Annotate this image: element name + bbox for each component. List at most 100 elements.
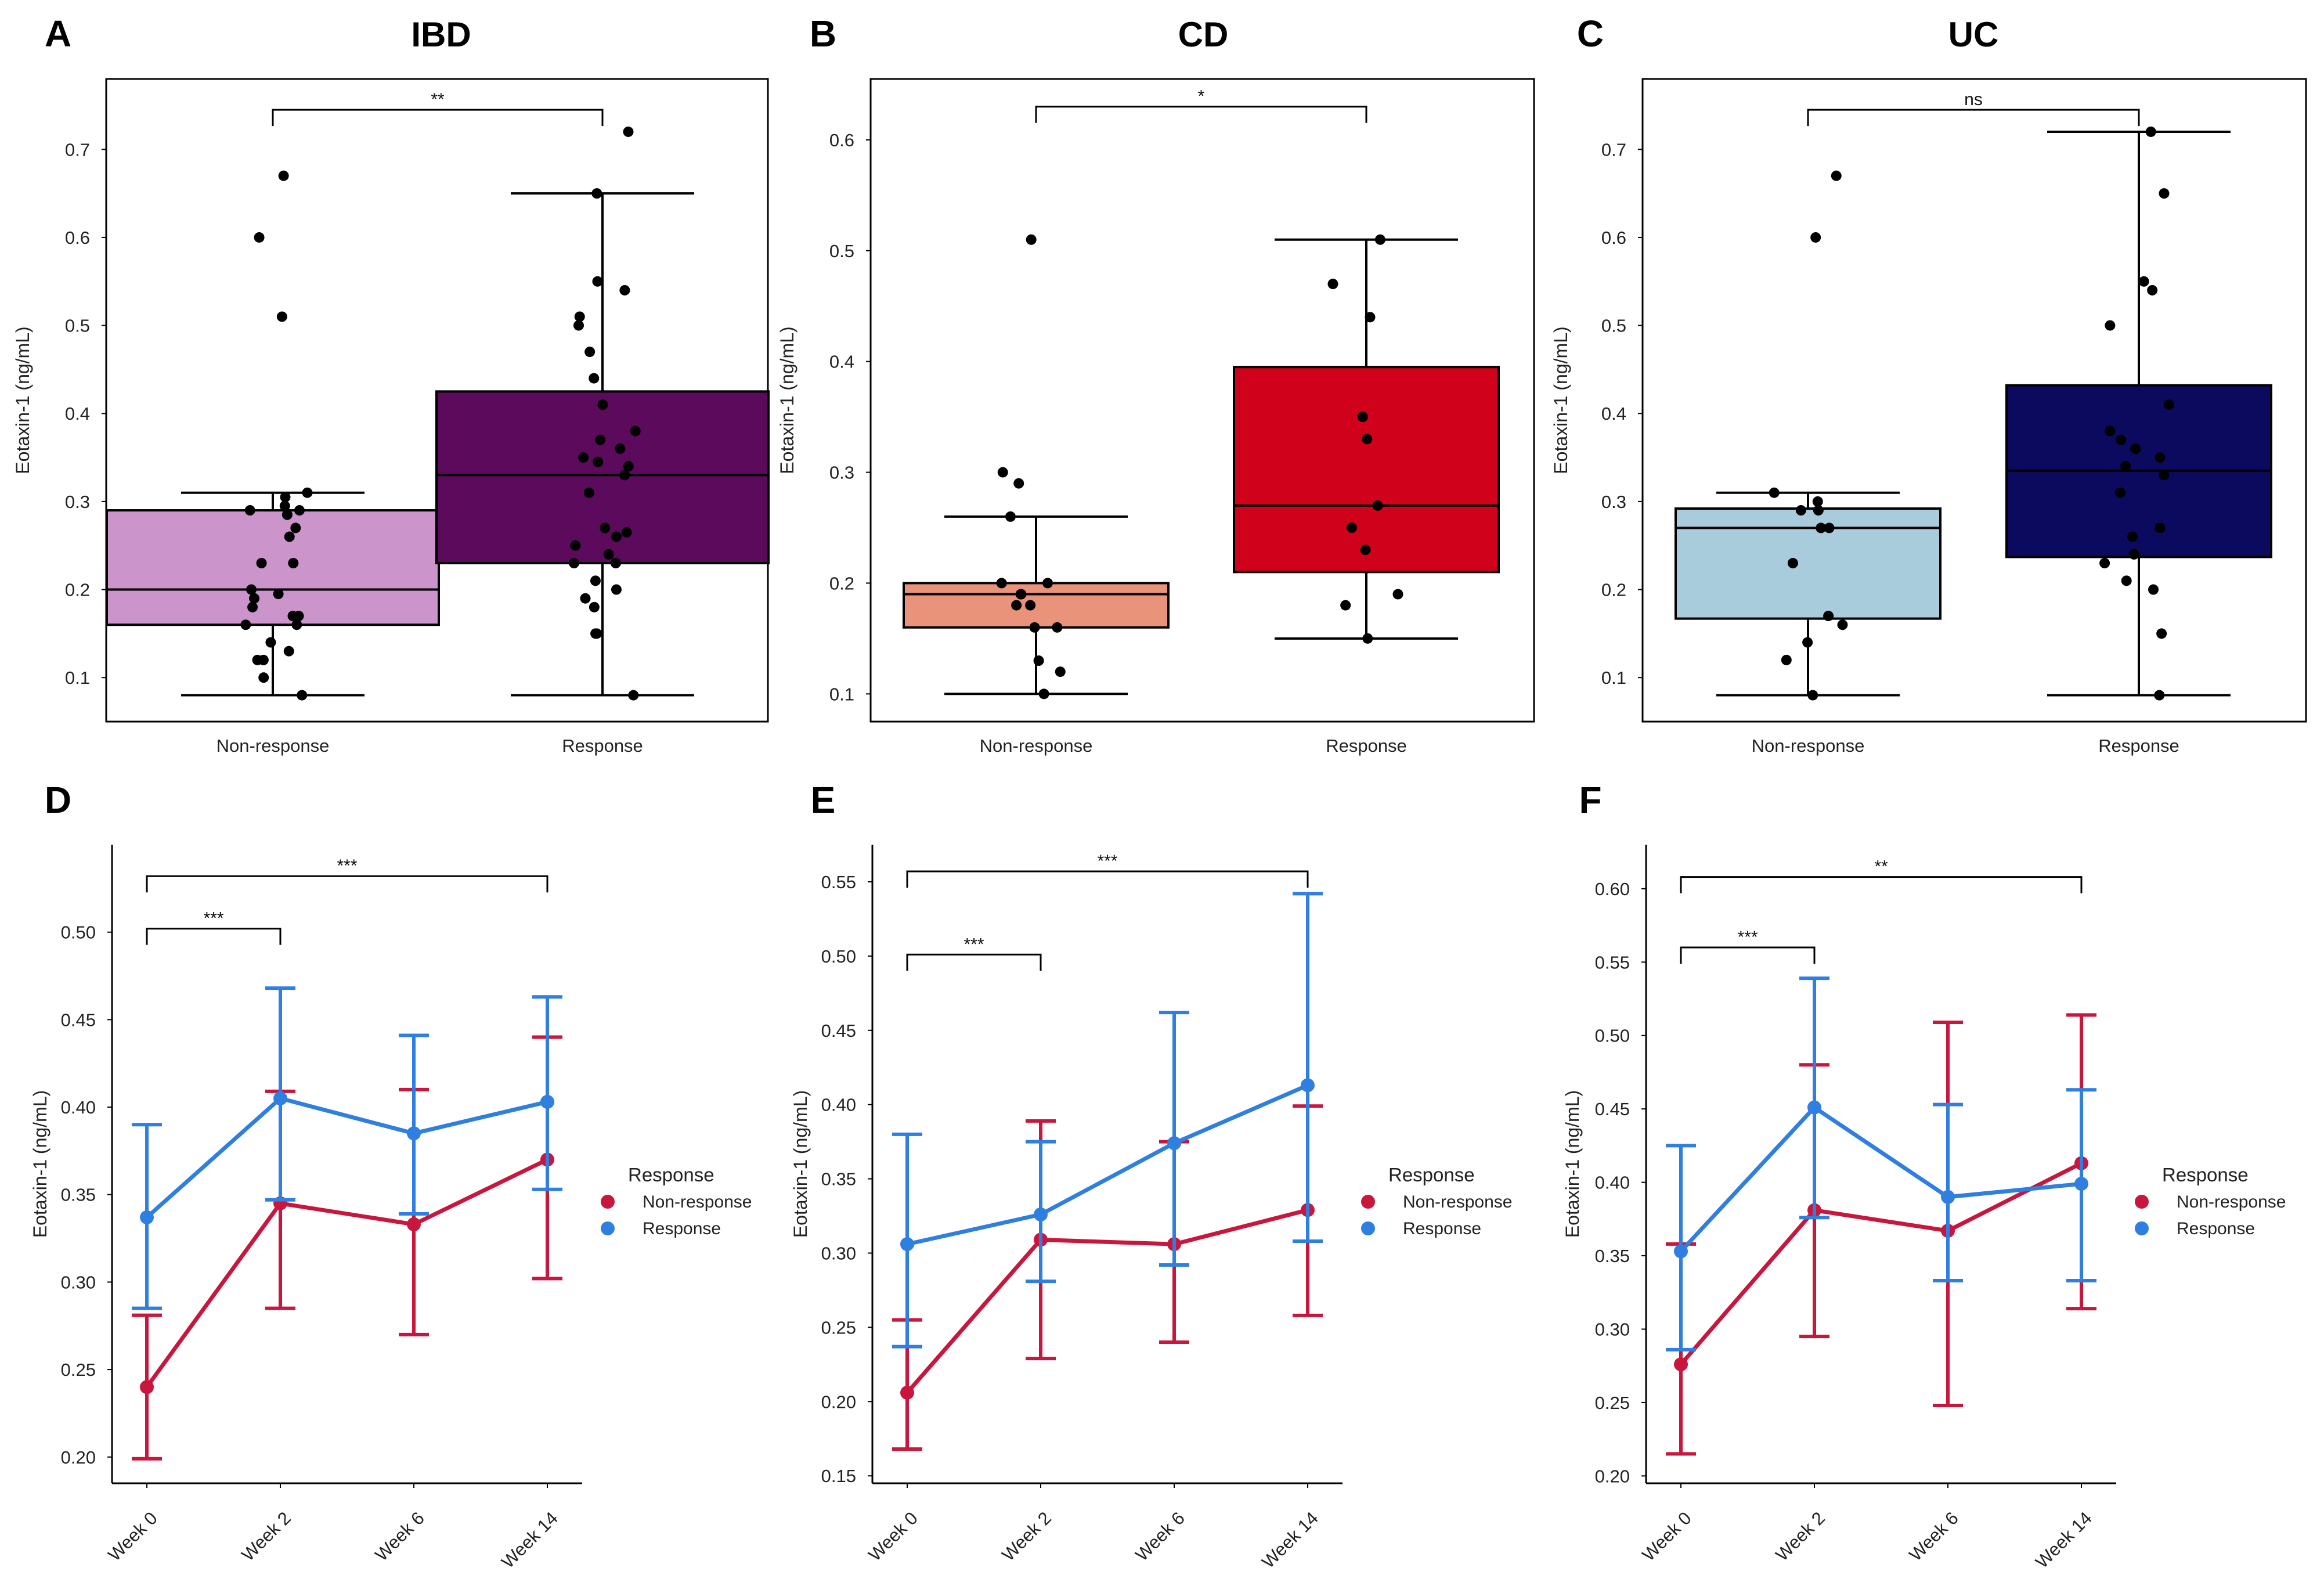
- data-point: [630, 426, 641, 437]
- data-point: [573, 320, 584, 331]
- data-point: [623, 461, 634, 472]
- panel-b: B Eotaxin-1 (ng/mL) 0.1 0.2 0.3 0.4 0.5 0.6 CD No…: [777, 13, 1535, 756]
- significance-bracket: [906, 870, 1309, 888]
- y-tick-label: 0.2: [65, 580, 90, 600]
- x-tick-label: Week 14: [497, 1508, 562, 1572]
- data-point: [1810, 232, 1821, 243]
- series-point-response: [1034, 1207, 1048, 1221]
- y-tick-label: 0.45: [61, 1010, 96, 1030]
- legend-marker-response: [1361, 1221, 1375, 1235]
- series-point-response: [2074, 1177, 2088, 1191]
- legend-marker-response: [601, 1221, 615, 1235]
- data-point: [2155, 522, 2166, 534]
- data-point: [1357, 412, 1368, 423]
- data-point: [1816, 522, 1827, 534]
- box-non-response: [1675, 507, 1942, 620]
- legend-marker-non-response: [2135, 1195, 2149, 1209]
- data-point: [610, 558, 621, 569]
- significance-bracket: [1680, 946, 1816, 964]
- panel-a: A Eotaxin-1 (ng/mL) 0.1 0.2 0.3 0.4 0.5 0.6 0.7 I…: [12, 13, 770, 756]
- y-tick-label: 0.5: [829, 241, 854, 261]
- y-tick-label: 0.35: [821, 1169, 856, 1190]
- data-point: [246, 584, 257, 595]
- y-tick-label: 0.40: [821, 1095, 856, 1115]
- data-point: [265, 637, 276, 648]
- y-tick-label: 0.3: [829, 463, 854, 483]
- y-tick-label: 0.25: [61, 1360, 96, 1380]
- y-tick-label: 0.7: [65, 139, 90, 160]
- y-tick-label: 0.30: [1595, 1319, 1630, 1339]
- x-tick-label: Week 6: [371, 1508, 428, 1565]
- data-point: [2159, 470, 2170, 481]
- significance-label: **: [431, 90, 445, 109]
- y-tick-label: 0.50: [821, 946, 856, 967]
- data-point: [628, 690, 639, 701]
- series-point-response: [1941, 1190, 1955, 1204]
- box-non-response: [903, 582, 1170, 629]
- series-point-response: [1807, 1100, 1821, 1115]
- panel-label: A: [45, 13, 71, 55]
- y-tick-label: 0.25: [821, 1317, 856, 1338]
- data-point: [611, 584, 622, 595]
- y-axis-label: Eotaxin-1 (ng/mL): [1562, 1090, 1583, 1238]
- data-point: [302, 487, 313, 498]
- legend-marker-non-response: [1361, 1195, 1375, 1209]
- y-tick-label: 0.30: [61, 1272, 96, 1292]
- data-point: [1824, 522, 1835, 534]
- data-point: [597, 399, 608, 410]
- y-tick-label: 0.35: [1595, 1246, 1630, 1266]
- data-point: [1813, 505, 1824, 516]
- legend-title: Response: [628, 1164, 714, 1185]
- data-point: [619, 470, 630, 481]
- significance-label: ns: [1964, 90, 1983, 109]
- series-line-non-response: [145, 1158, 548, 1389]
- data-point: [2154, 690, 2165, 701]
- x-tick-label: Week 6: [1131, 1508, 1189, 1565]
- series-point-non-response: [900, 1385, 914, 1400]
- data-point: [2148, 584, 2159, 595]
- legend-marker-non-response: [601, 1195, 615, 1209]
- y-tick-label: 0.50: [61, 922, 96, 943]
- series-line-response: [1679, 1105, 2082, 1253]
- data-point: [1362, 434, 1373, 445]
- x-tick-label: Week 0: [864, 1508, 922, 1565]
- significance-bracket: [1035, 106, 1367, 123]
- data-point: [600, 522, 611, 534]
- data-point: [252, 654, 263, 665]
- significance-bracket: [272, 109, 604, 127]
- x-tick-label: Non-response: [1752, 736, 1865, 756]
- series-point-non-response: [1674, 1357, 1688, 1372]
- data-point: [1374, 234, 1385, 245]
- data-point: [1831, 170, 1842, 181]
- panel-title: CD: [1178, 15, 1229, 54]
- y-tick-label: 0.7: [1601, 139, 1626, 160]
- y-tick-label: 0.3: [1601, 492, 1626, 512]
- significance-label: *: [1198, 87, 1205, 106]
- data-point: [621, 527, 632, 538]
- data-point: [1362, 633, 1373, 644]
- series-line-response: [145, 1096, 548, 1219]
- y-tick-label: 0.20: [1595, 1466, 1630, 1486]
- data-point: [1005, 511, 1016, 522]
- y-tick-label: 0.5: [65, 316, 90, 336]
- y-tick-label: 0.40: [1595, 1173, 1630, 1193]
- data-point: [592, 276, 603, 287]
- x-tick-label: Response: [562, 736, 643, 756]
- legend-title: Response: [1388, 1164, 1475, 1185]
- legend-marker-response: [2135, 1221, 2149, 1235]
- data-point: [276, 311, 287, 322]
- series-point-non-response: [407, 1217, 421, 1231]
- data-point: [578, 452, 589, 463]
- data-point: [1812, 496, 1823, 507]
- data-point: [2115, 487, 2126, 498]
- data-point: [623, 126, 634, 137]
- panel-title: IBD: [411, 15, 471, 54]
- data-point: [569, 558, 580, 569]
- data-point: [1372, 500, 1383, 511]
- y-tick-label: 0.30: [821, 1243, 856, 1263]
- data-point: [1033, 655, 1044, 666]
- x-tick-label: Week 0: [1638, 1508, 1695, 1565]
- series-point-response: [900, 1237, 914, 1252]
- data-point: [291, 619, 302, 630]
- data-point: [1837, 619, 1848, 630]
